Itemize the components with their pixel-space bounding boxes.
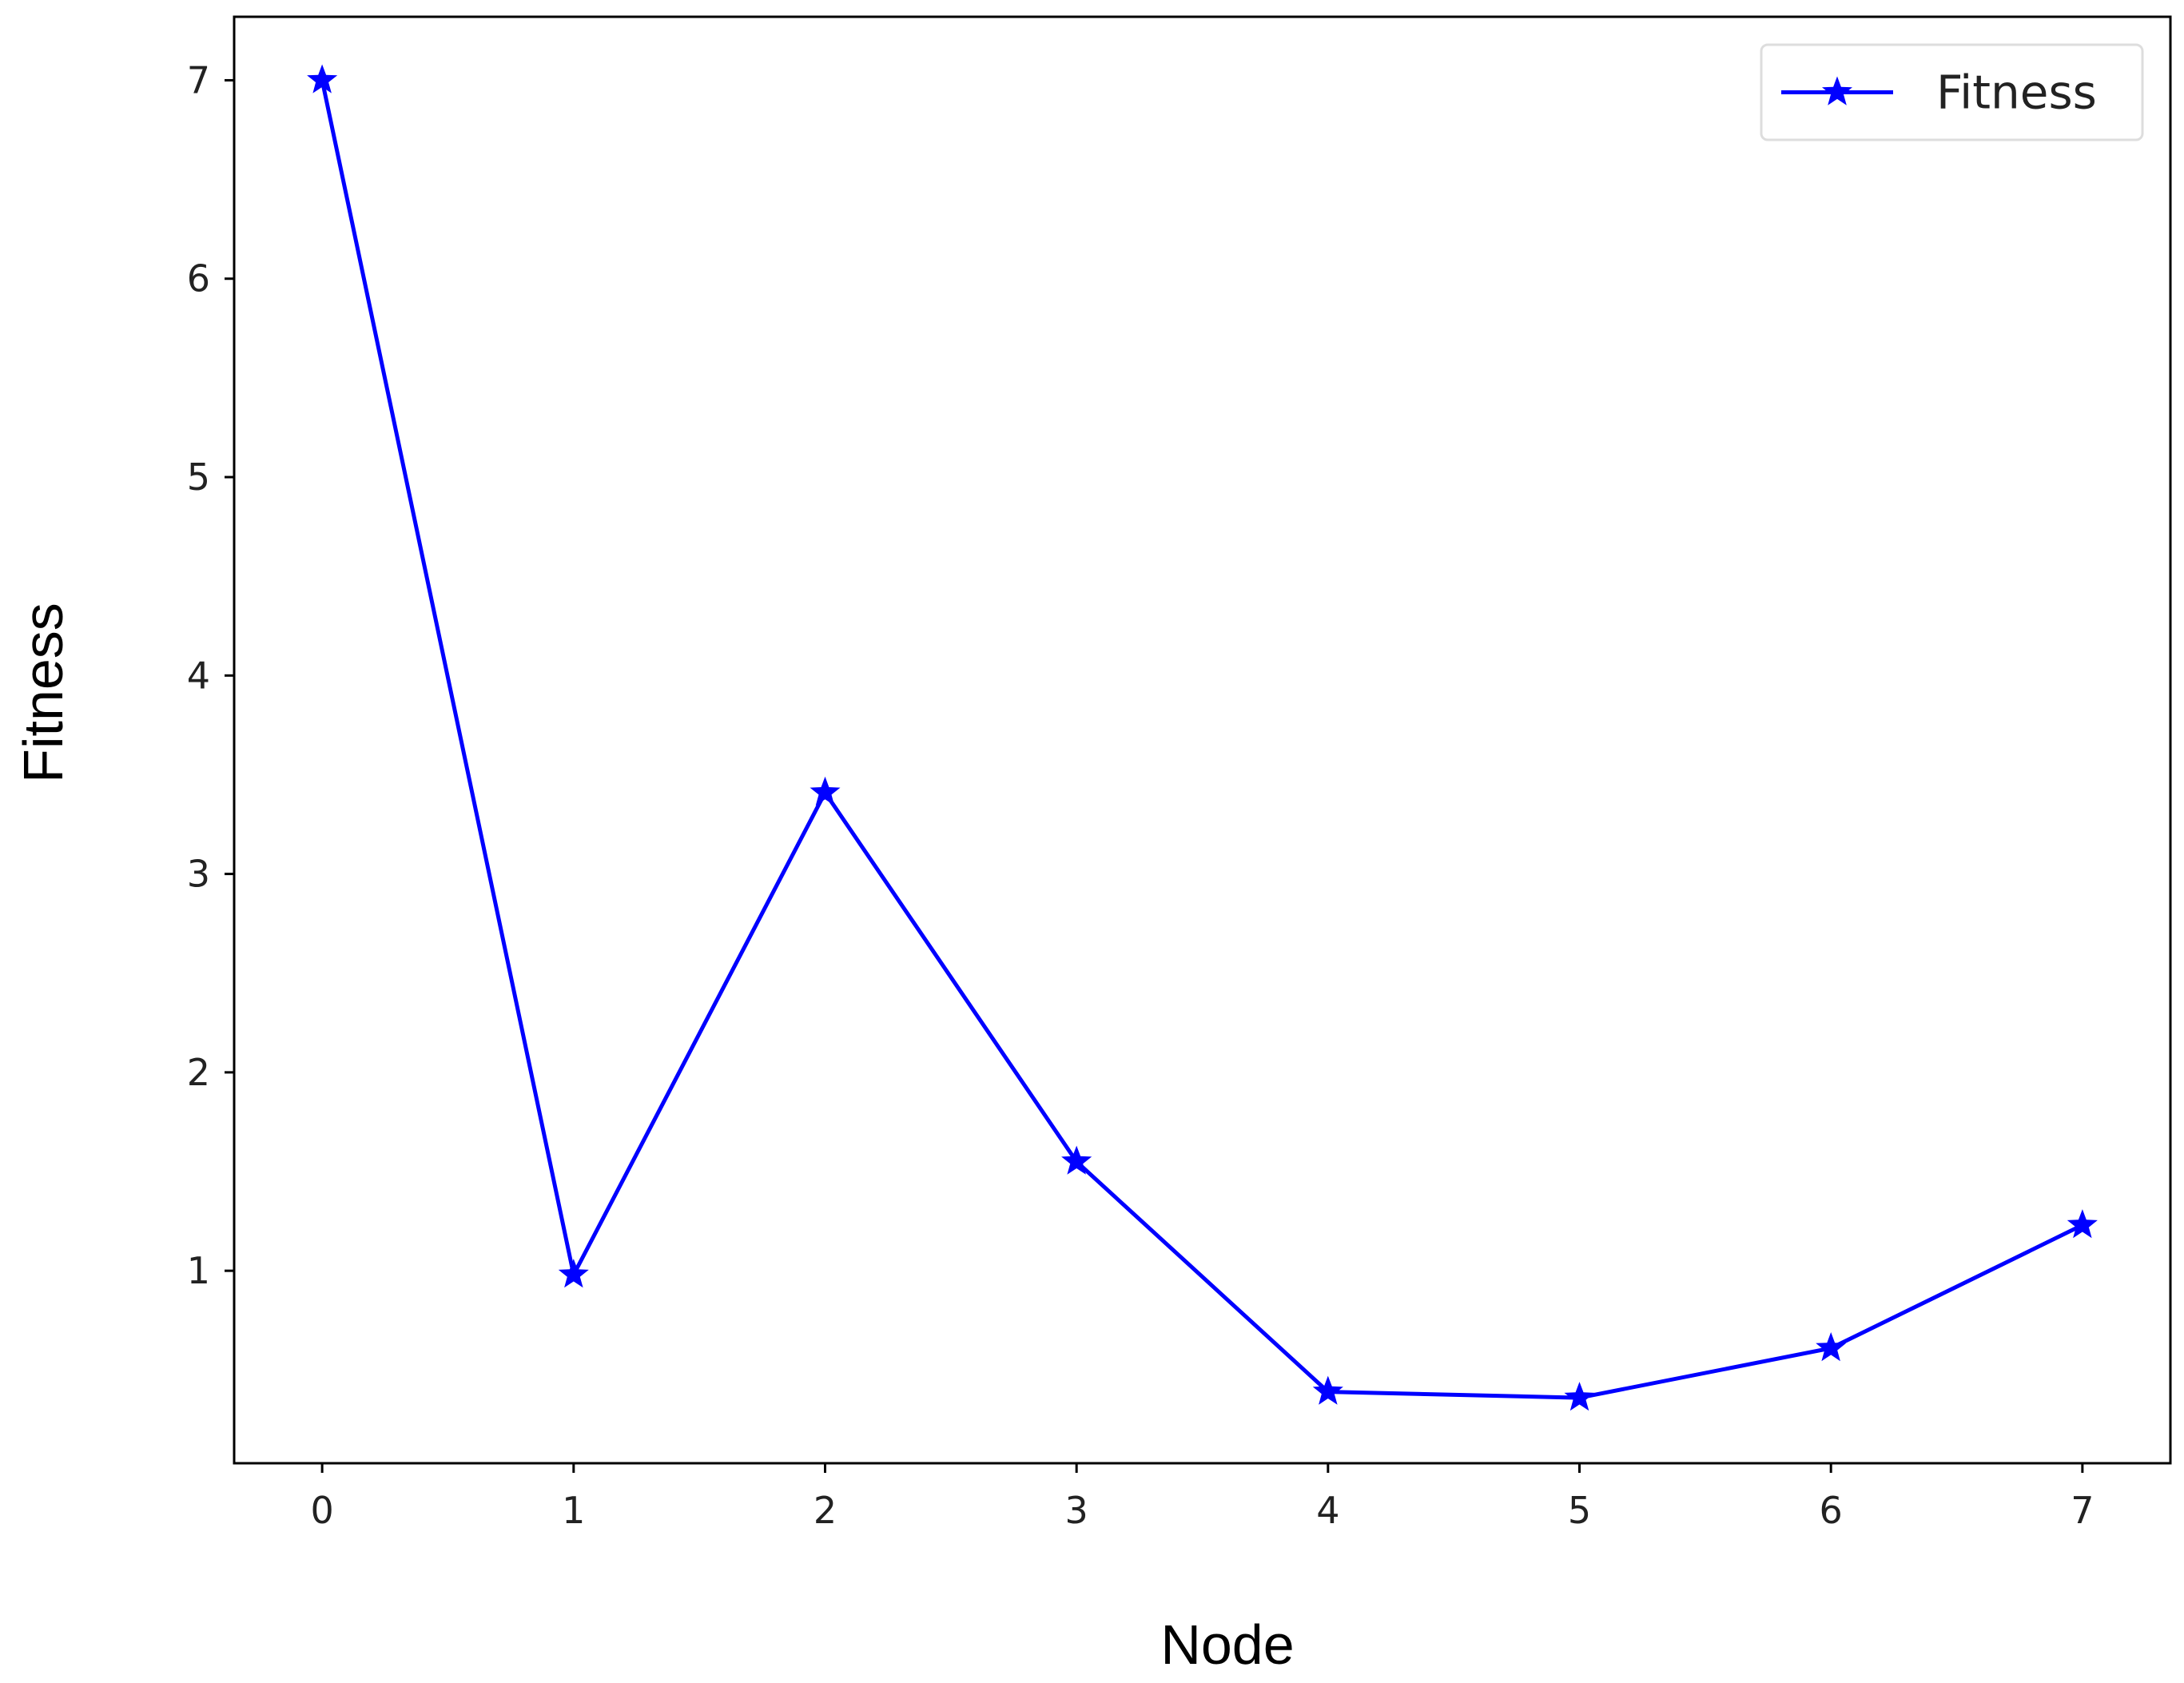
legend-marker [1822, 76, 1852, 105]
marker [810, 776, 841, 806]
y-axis-label: Fitness [12, 603, 74, 783]
marker [1816, 1332, 1847, 1362]
x-tick-label: 2 [814, 1489, 837, 1532]
legend-box [1760, 43, 2144, 141]
y-tick-label: 7 [187, 58, 210, 101]
marker [307, 64, 338, 94]
y-tick-label: 5 [187, 456, 210, 499]
line [320, 79, 2083, 1400]
x-tick-label: 4 [1316, 1489, 1339, 1532]
x-tick-label: 0 [310, 1489, 333, 1532]
x-tick-label: 6 [1820, 1489, 1843, 1532]
marker [2067, 1209, 2098, 1239]
marker [1312, 1375, 1343, 1405]
x-tick-label: 5 [1568, 1489, 1591, 1532]
y-tick-label: 3 [187, 853, 210, 896]
marker [1564, 1382, 1595, 1411]
legend-label: Fitness [1936, 66, 2097, 120]
y-tick-label: 6 [187, 257, 210, 300]
plot-frame [233, 15, 2172, 1465]
x-tick-label: 3 [1065, 1489, 1088, 1532]
y-tick-label: 2 [187, 1051, 210, 1094]
y-tick-label: 1 [187, 1249, 210, 1292]
marker [558, 1259, 589, 1288]
x-tick-label: 7 [2071, 1489, 2094, 1532]
x-tick-label: 1 [562, 1489, 585, 1532]
y-tick-label: 4 [187, 654, 210, 697]
marker [1061, 1145, 1092, 1175]
x-axis-label: Node [1160, 1613, 1294, 1676]
